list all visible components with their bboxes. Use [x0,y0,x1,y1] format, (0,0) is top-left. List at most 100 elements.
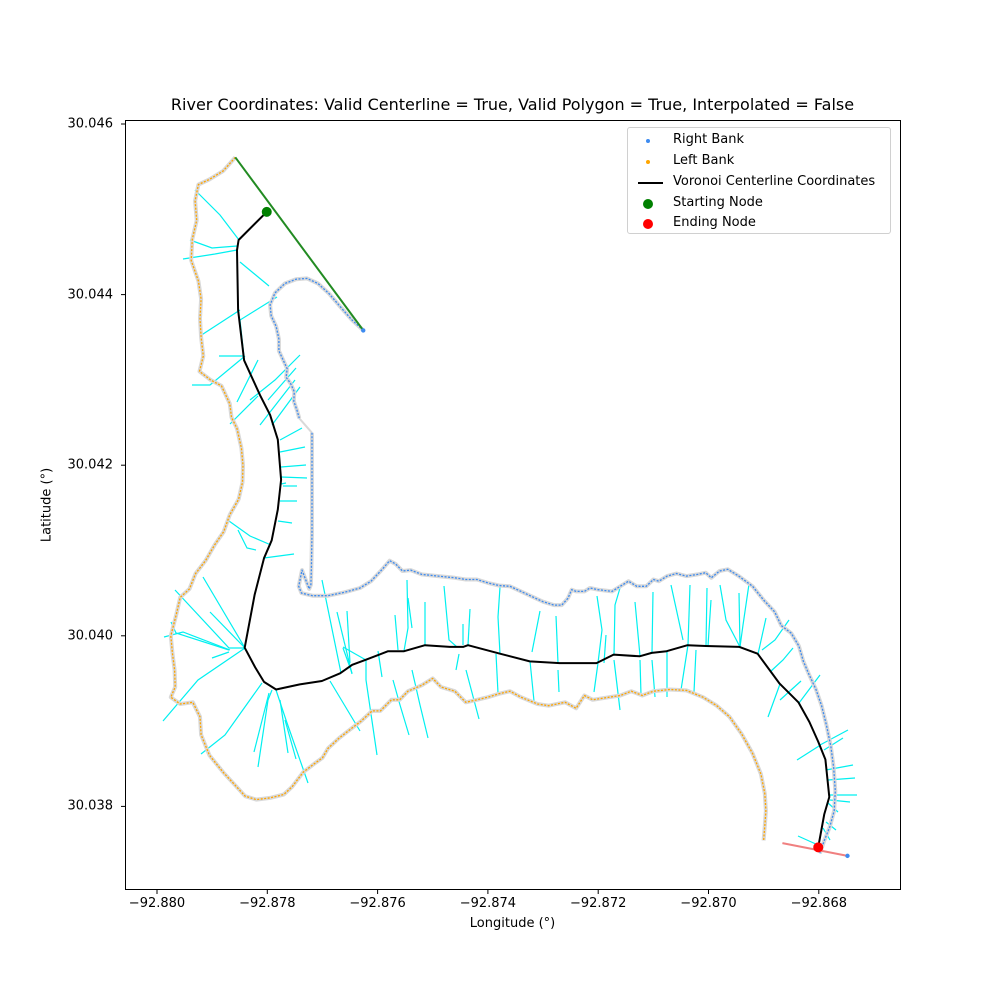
voronoi-spoke [263,553,295,559]
ending-node-marker-icon [643,219,653,229]
legend: Right Bank Left Bank Voronoi Centerline … [627,127,891,234]
voronoi-spoke [823,737,844,751]
voronoi-spoke [280,464,307,468]
voronoi-spoke [719,584,741,648]
left-bank-points [170,156,767,841]
voronoi-spoke [275,689,309,784]
voronoi-spoke [237,529,257,551]
centerline-path [236,211,831,848]
voronoi-spoke [825,764,854,771]
voronoi-spoke [407,597,413,629]
voronoi-spoke [329,680,361,732]
voronoi-spoke [394,614,399,651]
voronoi-spoke [239,261,270,287]
legend-item-ending-node: Ending Node [628,214,890,234]
voronoi-spoke [189,239,238,249]
voronoi-spoke [769,647,794,673]
centerline-line-icon [638,182,663,184]
voronoi-spoke [284,719,297,760]
voronoi-spoke [182,249,238,260]
voronoi-spoke [202,576,246,649]
bank-end-point [845,853,850,859]
voronoi-spoke [279,427,303,441]
voronoi-spoke [687,584,691,646]
voronoi-spoke [707,599,712,647]
legend-item-centerline: Voronoi Centerline Coordinates [628,173,890,193]
voronoi-spoke [639,659,642,696]
voronoi-spoke [342,647,353,674]
voronoi-spoke [705,587,708,647]
voronoi-spoke [761,619,790,651]
legend-label: Right Bank [673,132,745,147]
voronoi-centerline [236,211,831,848]
x-tick-label: −92.878 [239,896,296,911]
voronoi-spoke [257,689,273,768]
y-tick-label: 30.046 [67,116,114,132]
voronoi-spoke [739,583,750,648]
y-tick-label: 30.044 [67,287,114,303]
legend-item-right-bank: Right Bank [628,131,890,151]
voronoi-spoke [279,699,289,754]
voronoi-spoke [209,611,246,649]
voronoi-spoke [411,669,429,739]
starting-node-marker-icon [643,199,653,209]
y-tick-label: 30.042 [67,457,114,473]
right-bank-upper-points [269,277,364,419]
voronoi-spoke [693,649,697,693]
voronoi-spoke [236,359,259,403]
legend-label: Voronoi Centerline Coordinates [673,174,876,189]
voronoi-spoke [613,587,621,656]
voronoi-spoke [798,674,821,704]
x-tick-label: −92.874 [459,896,517,911]
voronoi-spoke [495,653,499,694]
voronoi-spoke [253,692,270,753]
voronoi-spoke [192,355,246,386]
voronoi-spoke [365,660,378,756]
x-axis-label: Longitude (°) [469,916,556,931]
voronoi-spoke [613,659,621,711]
legend-label: Starting Node [673,195,763,210]
voronoi-spoke [267,367,297,401]
voronoi-spoke [680,644,689,691]
legend-label: Ending Node [673,215,756,230]
voronoi-spoke [738,592,741,648]
y-tick-label: 30.040 [67,628,114,644]
voronoi-spoke [280,482,287,485]
voronoi-spoke [465,669,480,720]
voronoi-spoke [174,589,245,649]
voronoi-spoke [443,585,458,648]
voronoi-spokes [162,189,857,846]
x-tick-label: −92.876 [349,896,406,911]
voronoi-spoke [455,653,460,671]
top-connector-line [234,156,365,331]
voronoi-spoke [259,379,296,426]
voronoi-spoke [280,476,308,479]
left-bank-marker-icon [646,160,650,164]
axis-ticks [121,123,820,894]
voronoi-spoke [162,647,246,722]
voronoi-spoke [634,601,641,657]
river-banks [168,155,850,859]
legend-label: Left Bank [673,153,735,168]
voronoi-spoke [529,660,535,702]
bank-end-point [361,328,366,333]
voronoi-spoke [392,679,410,736]
ending-node [813,842,824,853]
right-bank-upper-halo [268,276,365,419]
voronoi-spoke [651,591,654,654]
voronoi-spoke [228,520,272,546]
legend-item-starting-node: Starting Node [628,194,890,214]
voronoi-spoke [779,680,802,701]
voronoi-spoke [346,610,351,664]
starting-node [261,206,272,217]
axes-frame [125,120,901,890]
voronoi-spoke [211,651,230,659]
centerline-nodes [261,206,824,853]
legend-item-left-bank: Left Bank [628,152,890,172]
voronoi-spoke [279,446,306,453]
voronoi-spoke [819,729,849,746]
voronoi-spoke [403,579,409,652]
right-bank-marker-icon [646,139,650,143]
voronoi-spoke [757,617,767,655]
